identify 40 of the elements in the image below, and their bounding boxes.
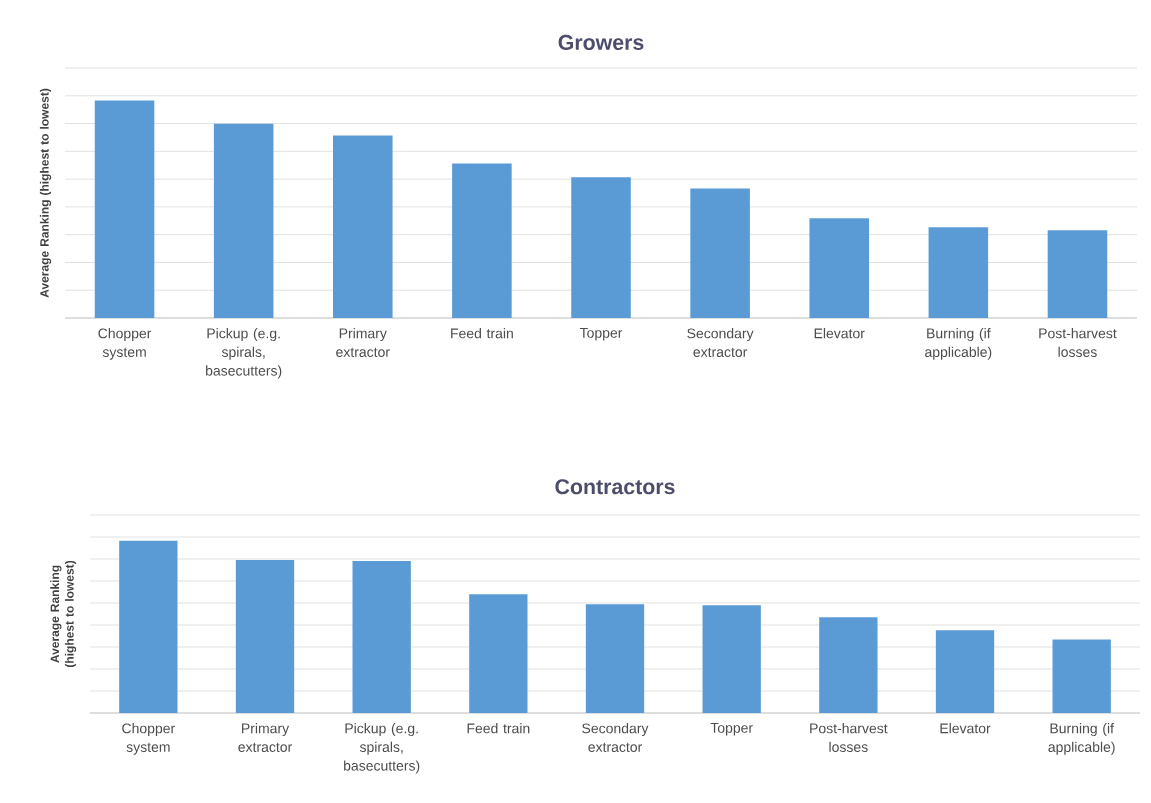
x-tick-label: Pickup (e.g. spirals, basecutters) (344, 723, 420, 774)
bar (333, 135, 393, 318)
x-tick-label: Secondary extractor (687, 328, 754, 357)
chart-title: Contractors (555, 479, 675, 495)
bar (94, 100, 155, 318)
x-tick-label: Topper (710, 723, 753, 736)
x-tick-label: Post-harvest losses (1039, 328, 1117, 357)
chart-title: Growers (558, 34, 644, 50)
x-tick-label: Elevator (940, 723, 991, 734)
x-tick-label: Primary extractor (238, 723, 293, 752)
bar (819, 617, 878, 713)
bar (452, 163, 512, 318)
x-tick-label: Chopper system (122, 723, 175, 755)
bar (235, 559, 295, 713)
x-tick-label: Feed train (467, 723, 530, 734)
x-tick-label: Secondary extractor (582, 723, 649, 752)
x-tick-label: Pickup (e.g. spirals, basecutters) (206, 328, 282, 379)
bar (935, 630, 995, 713)
x-tick-label: Post-harvest losses (810, 723, 888, 752)
bar (352, 560, 411, 713)
x-tick-label: Elevator (814, 328, 865, 339)
bar (928, 227, 989, 318)
bar (119, 540, 178, 713)
bar (213, 123, 274, 318)
y-axis-title: Average Ranking (highest to lowest) (39, 88, 52, 298)
x-tick-label: Topper (579, 328, 623, 341)
bar (1047, 230, 1108, 318)
bar (809, 218, 870, 318)
x-tick-label: Feed train (451, 328, 513, 339)
x-tick-label: Primary extractor (336, 328, 390, 357)
bar (702, 605, 761, 713)
bar (571, 177, 631, 318)
bar (690, 188, 750, 318)
x-tick-label: Burning (if applicable) (1048, 723, 1115, 755)
x-tick-label: Chopper system (98, 328, 152, 360)
y-axis-title: Average Ranking (highest to lowest) (50, 560, 77, 668)
bar (585, 604, 645, 713)
x-tick-label: Burning (if applicable) (925, 328, 992, 360)
bar (1052, 639, 1111, 713)
bar (469, 594, 528, 713)
